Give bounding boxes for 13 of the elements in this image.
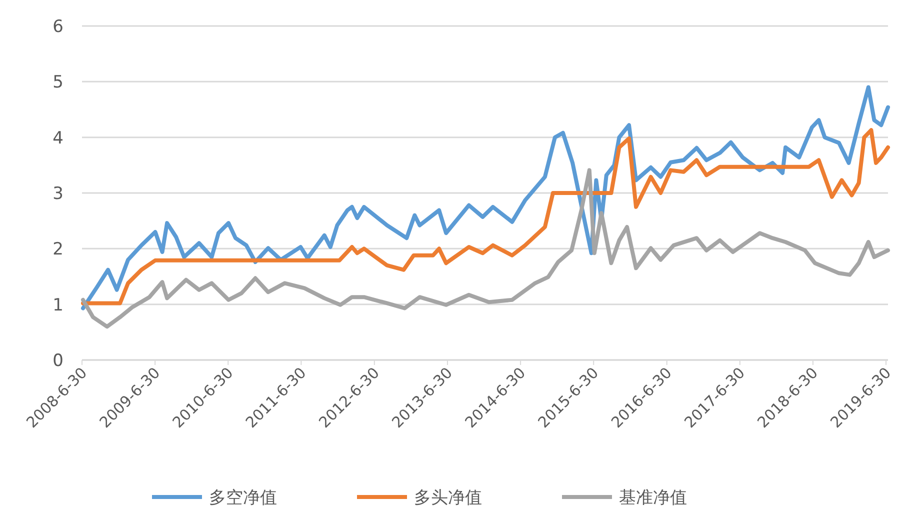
line-series: [81, 128, 890, 306]
y-tick-label: 5: [52, 72, 64, 93]
y-tick-label: 3: [52, 184, 64, 204]
legend-label: 多空净值: [209, 488, 277, 508]
legend-label: 多头净值: [414, 488, 482, 508]
y-tick-label: 0: [52, 350, 64, 371]
y-tick-label: 2: [52, 240, 64, 260]
y-tick-label: 4: [52, 128, 64, 148]
legend-label: 基准净值: [619, 488, 687, 508]
line-series: [81, 168, 890, 329]
y-tick-label: 6: [52, 16, 64, 37]
line-series: [81, 85, 890, 310]
y-tick-label: 1: [52, 295, 64, 316]
